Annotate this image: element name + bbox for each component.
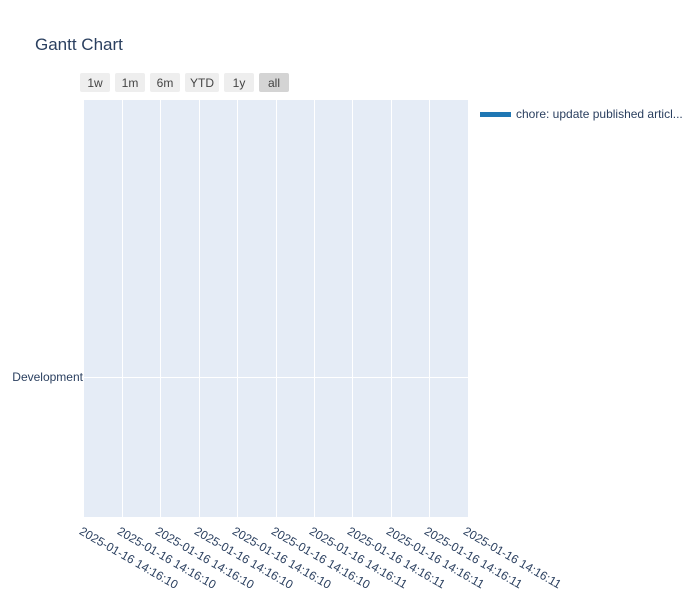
legend-swatch-icon	[480, 111, 511, 117]
x-gridline	[276, 100, 277, 517]
x-gridline	[429, 100, 430, 517]
x-gridline	[237, 100, 238, 517]
range-button-1m[interactable]: 1m	[115, 73, 145, 92]
x-gridline	[314, 100, 315, 517]
x-gridline	[122, 100, 123, 517]
x-gridline	[352, 100, 353, 517]
range-button-1w[interactable]: 1w	[80, 73, 110, 92]
chart-title: Gantt Chart	[35, 35, 123, 54]
legend-item[interactable]: chore: update published articl...	[480, 107, 683, 121]
x-gridline	[160, 100, 161, 517]
range-button-1y[interactable]: 1y	[224, 73, 254, 92]
x-gridline	[199, 100, 200, 517]
x-gridline	[391, 100, 392, 517]
legend-label: chore: update published articl...	[516, 107, 683, 121]
range-button-ytd[interactable]: YTD	[185, 73, 219, 92]
range-button-6m[interactable]: 6m	[150, 73, 180, 92]
plot-area[interactable]	[84, 100, 468, 517]
y-gridline	[84, 377, 468, 378]
range-button-all[interactable]: all	[259, 73, 289, 92]
y-tick-label: Development	[12, 370, 83, 384]
